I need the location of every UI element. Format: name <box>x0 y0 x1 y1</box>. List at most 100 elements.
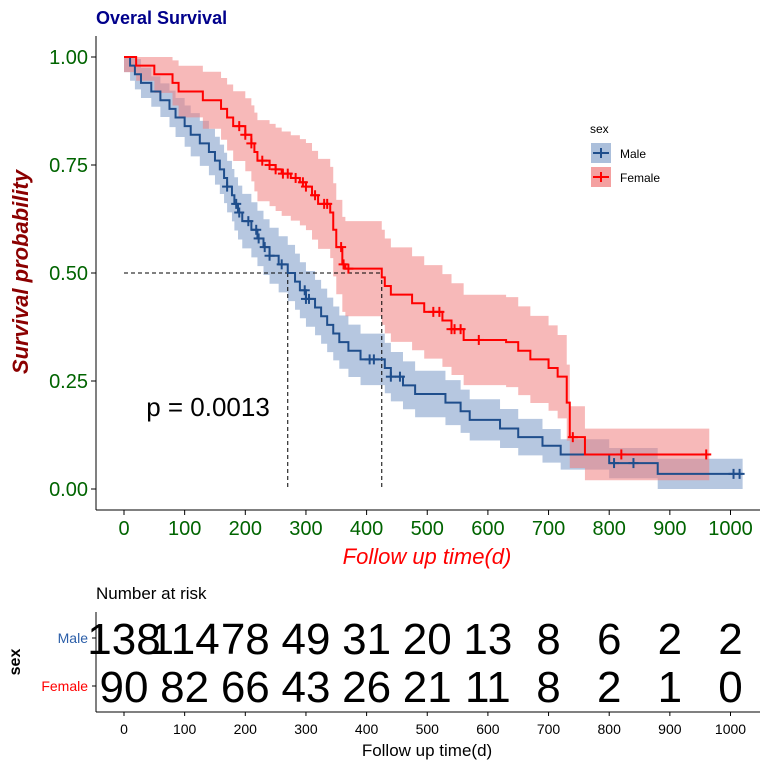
risk-table-title: Number at risk <box>96 584 207 603</box>
legend: sex Male Female <box>590 122 660 187</box>
male-censor-mark <box>628 458 639 469</box>
risk-x-tick-label: 600 <box>476 721 500 737</box>
risk-table: Number at risk sex Follow up time(d) 0 10… <box>7 584 760 760</box>
male-censor-mark <box>303 293 314 304</box>
x-tick-label: 1000 <box>708 518 753 540</box>
x-tick-label: 800 <box>593 518 626 540</box>
risk-count-male: 49 <box>281 615 330 664</box>
risk-count-female: 1 <box>658 663 682 712</box>
female-censor-mark <box>290 172 301 183</box>
female-censor-mark <box>282 168 293 179</box>
survival-plot: 0.00 0.25 0.50 0.75 1.00 0 100 200 300 400 500 600 7… <box>49 36 760 540</box>
male-censor-mark <box>276 259 287 270</box>
legend-item-female: Female <box>591 167 660 187</box>
risk-count-male: 2 <box>658 615 682 664</box>
risk-count-female: 90 <box>100 663 149 712</box>
female-censor-mark <box>434 306 445 317</box>
risk-count-male: 114 <box>150 615 220 664</box>
male-censor-mark <box>251 224 262 235</box>
risk-count-male: 13 <box>463 615 512 664</box>
male-censor-mark <box>385 371 396 382</box>
legend-title: sex <box>590 122 609 136</box>
risk-count-male: 6 <box>597 615 621 664</box>
female-censor-mark <box>322 198 333 209</box>
legend-label-female: Female <box>620 171 660 185</box>
risk-count-female: 2 <box>597 663 621 712</box>
risk-table-ylabel: sex <box>7 649 24 676</box>
male-censor-mark <box>253 233 264 244</box>
risk-row-label-female: Female <box>41 678 88 694</box>
female-censor-mark <box>455 324 466 335</box>
x-tick-label: 0 <box>118 518 129 540</box>
risk-x-tick-label: 100 <box>173 721 197 737</box>
y-tick-label: 1.00 <box>49 47 88 69</box>
risk-row-label-male: Male <box>58 630 89 646</box>
y-tick-label: 0.75 <box>49 155 88 177</box>
female-censor-mark <box>240 129 251 140</box>
y-axis-label: Survival probability <box>8 168 33 374</box>
y-tick-label: 0.50 <box>49 263 88 285</box>
x-tick-label: 100 <box>168 518 201 540</box>
risk-count-male: 8 <box>536 615 560 664</box>
female-censor-mark <box>264 160 275 170</box>
female-censor-mark <box>257 155 268 166</box>
female-survival-curve <box>124 56 710 456</box>
x-tick-label: 900 <box>653 518 686 540</box>
female-censor-mark <box>246 138 257 149</box>
x-tick-label: 400 <box>350 518 383 540</box>
male-censor-mark <box>234 207 245 218</box>
female-censor-mark <box>473 334 484 345</box>
male-censor-mark <box>299 285 310 296</box>
female-censor-mark <box>270 164 281 175</box>
female-censor-mark <box>567 432 578 443</box>
x-tick-label: 700 <box>532 518 565 540</box>
risk-count-male: 138 <box>87 615 160 664</box>
risk-count-female: 0 <box>718 663 742 712</box>
male-censor-mark <box>368 354 379 365</box>
male-censor-mark <box>231 198 242 209</box>
risk-count-female: 26 <box>342 663 391 712</box>
risk-count-male: 20 <box>403 615 452 664</box>
risk-x-tick-label: 1000 <box>715 721 746 737</box>
y-tick-label: 0.25 <box>49 371 88 393</box>
risk-count-female: 82 <box>160 663 209 712</box>
risk-x-tick-label: 400 <box>355 721 379 737</box>
risk-count-female: 11 <box>465 663 511 712</box>
male-confidence-band <box>124 57 743 489</box>
legend-item-male: Male <box>591 143 646 163</box>
risk-table-xlabel: Follow up time(d) <box>362 741 492 760</box>
chart-title: Overal Survival <box>96 8 227 28</box>
risk-count-female: 43 <box>281 663 330 712</box>
y-tick-label: 0.00 <box>49 479 88 501</box>
risk-count-female: 8 <box>536 663 560 712</box>
female-censor-mark <box>234 121 245 132</box>
risk-x-tick-label: 300 <box>294 721 318 737</box>
risk-x-tick-label: 200 <box>234 721 258 737</box>
risk-x-tick-label: 0 <box>120 721 128 737</box>
female-censor-mark <box>336 242 347 253</box>
risk-count-male: 78 <box>221 615 270 664</box>
male-censor-mark <box>264 250 275 261</box>
x-tick-label: 600 <box>471 518 504 540</box>
female-censor-mark <box>616 449 627 460</box>
male-censor-mark <box>734 468 745 479</box>
female-censor-mark <box>701 449 712 460</box>
male-censor-mark <box>394 371 405 382</box>
risk-x-tick-label: 800 <box>598 721 622 737</box>
male-censor-mark <box>222 181 233 192</box>
female-censor-mark <box>300 181 311 192</box>
female-censor-mark <box>310 190 321 201</box>
risk-count-female: 21 <box>403 663 452 712</box>
risk-x-tick-label: 900 <box>658 721 682 737</box>
p-value: p = 0.0013 <box>146 392 270 422</box>
female-censor-mark <box>343 263 354 274</box>
male-censor-mark <box>259 242 270 253</box>
risk-count-female: 66 <box>221 663 270 712</box>
male-censor-mark <box>609 458 620 469</box>
risk-x-tick-label: 500 <box>416 721 440 737</box>
x-tick-label: 500 <box>411 518 444 540</box>
x-tick-label: 200 <box>229 518 262 540</box>
risk-x-tick-label: 700 <box>537 721 561 737</box>
